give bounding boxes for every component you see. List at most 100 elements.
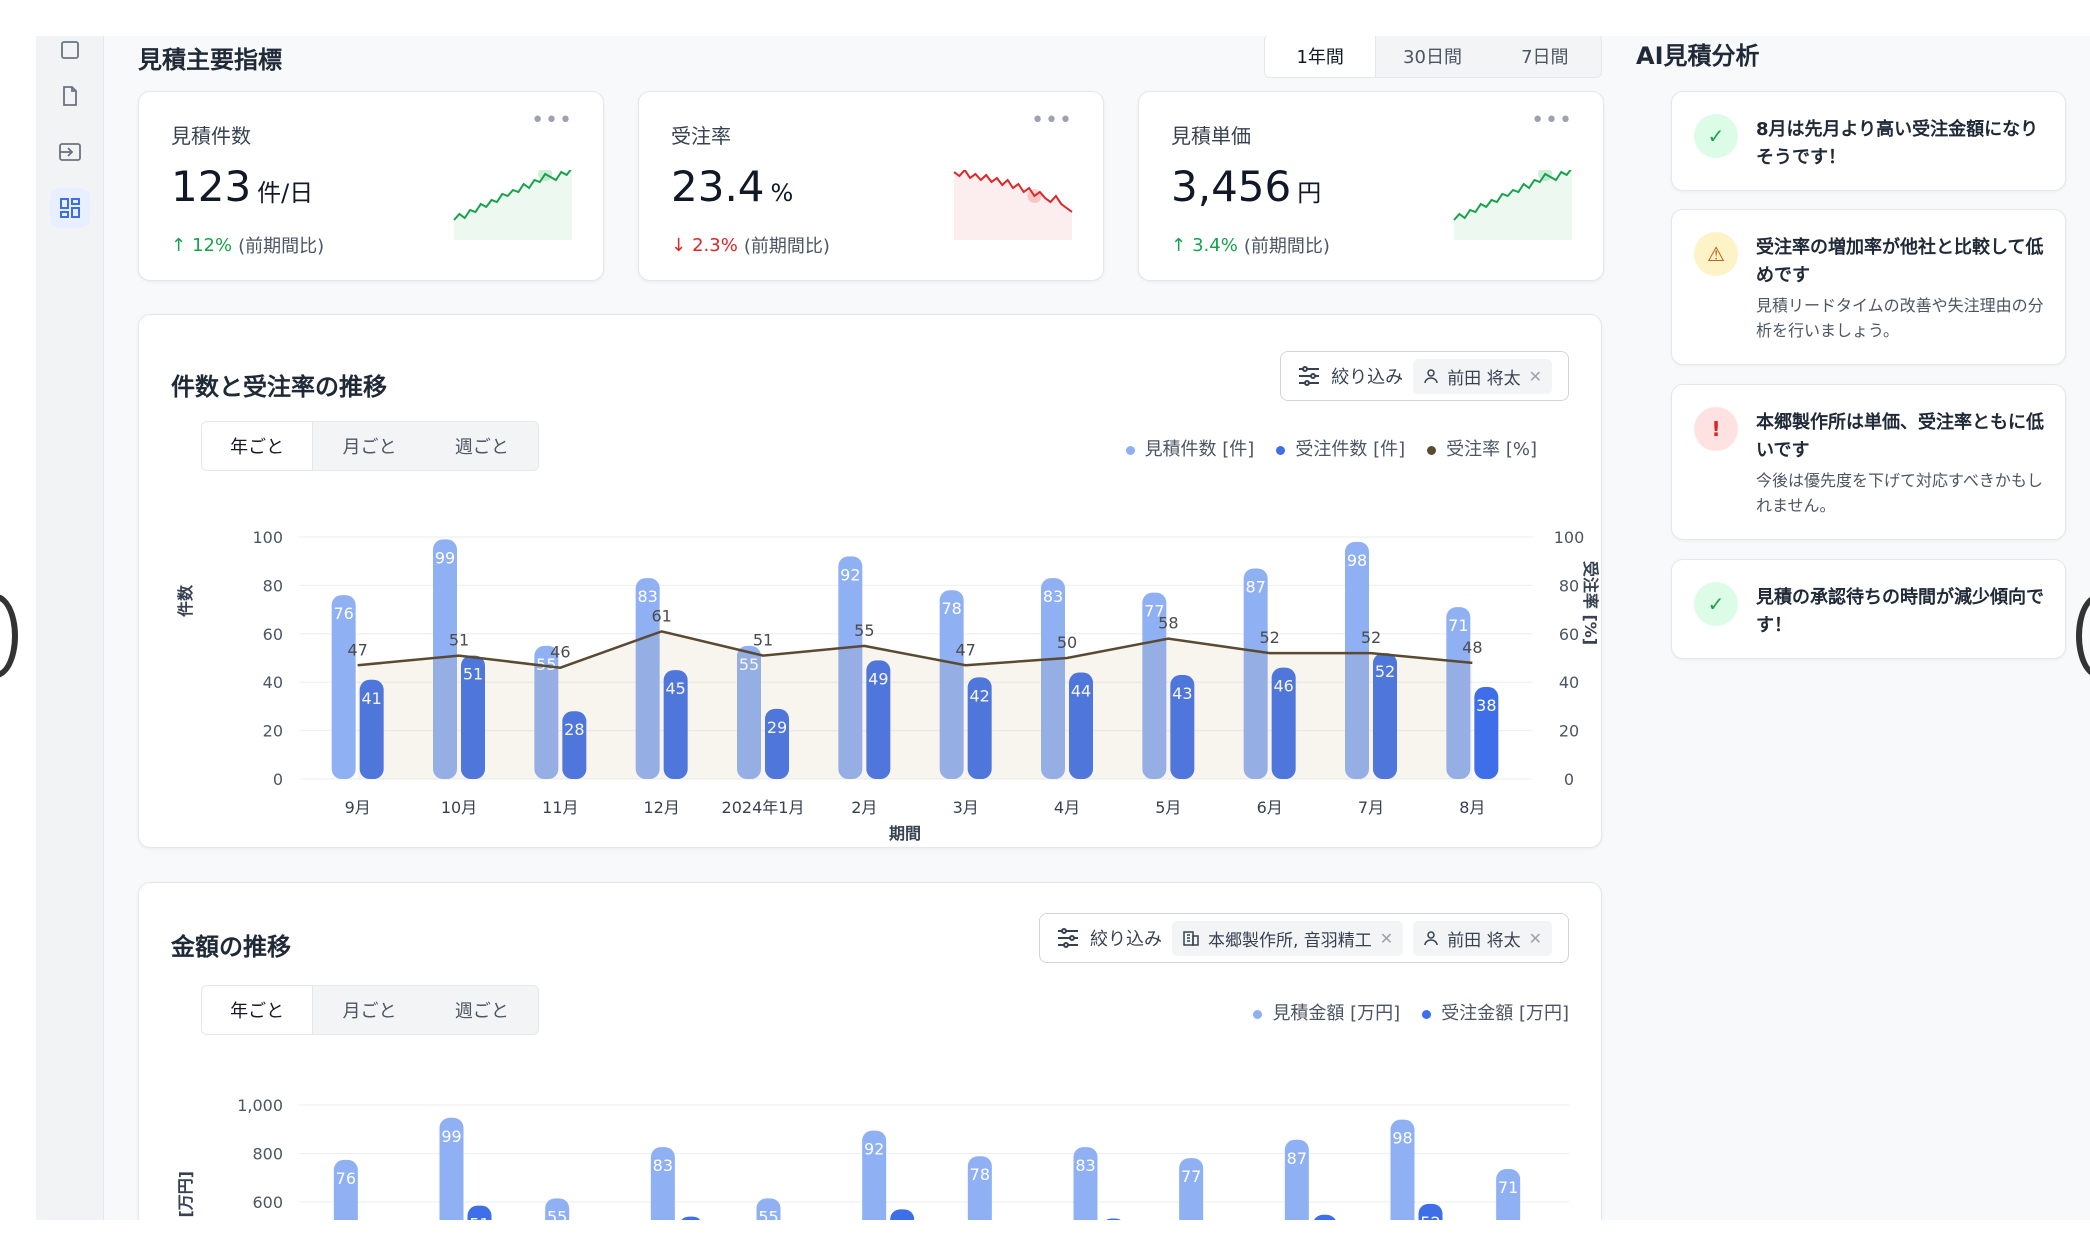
remove-chip-icon[interactable]: ✕ bbox=[1528, 366, 1542, 386]
bar-order bbox=[467, 1205, 492, 1220]
bar-estimate bbox=[545, 1198, 570, 1220]
more-icon[interactable]: ••• bbox=[1531, 108, 1573, 133]
dashboard-app: 見積主要指標 1年間 30日間 7日間 見積件数 ••• 123 件/日 ↑ 12… bbox=[36, 36, 2090, 1220]
bar-order bbox=[681, 1216, 701, 1220]
y2-tick-label: 60 bbox=[1559, 625, 1579, 644]
filter-icon bbox=[1299, 366, 1320, 386]
chart1-filter[interactable]: 絞り込み 前田 将太 ✕ bbox=[1280, 351, 1569, 401]
arrow-up-icon: ↑ bbox=[171, 234, 187, 256]
rate-label: 52 bbox=[1361, 628, 1381, 647]
bar-estimate bbox=[1390, 1119, 1415, 1220]
ai-insight-card[interactable]: ✓ 8月は先月より高い受注金額になりそうです！ bbox=[1671, 91, 2066, 191]
bar-order bbox=[1170, 674, 1195, 779]
bar-estimate bbox=[1073, 1147, 1098, 1220]
tab-monthly[interactable]: 月ごと bbox=[342, 1001, 397, 1022]
bar-estimate bbox=[1284, 1139, 1309, 1220]
filter-chip-company[interactable]: 本郷製作所, 音羽精工 ✕ bbox=[1171, 920, 1404, 956]
rate-label: 47 bbox=[347, 640, 367, 659]
bar-estimate bbox=[439, 1117, 464, 1220]
sparkline bbox=[953, 170, 1073, 240]
rail-item-import[interactable] bbox=[50, 132, 90, 172]
filter-label: 絞り込み bbox=[1089, 929, 1162, 950]
rate-label: 61 bbox=[651, 606, 671, 625]
more-icon[interactable]: ••• bbox=[531, 108, 573, 133]
y-tick-label: 60 bbox=[263, 625, 283, 644]
kpi-delta-note: (前期間比) bbox=[1243, 236, 1330, 257]
filter-label: 絞り込み bbox=[1331, 367, 1404, 388]
y-axis-title: 件数 bbox=[176, 584, 195, 617]
bar-estimate bbox=[862, 1130, 887, 1220]
filter-chip-person[interactable]: 前田 将太 ✕ bbox=[1413, 358, 1552, 394]
bar-order bbox=[866, 660, 891, 779]
bar-order bbox=[359, 679, 384, 779]
tab-weekly[interactable]: 週ごと bbox=[454, 1001, 509, 1022]
bar-label: 83 bbox=[1043, 587, 1063, 606]
bar-label: 41 bbox=[361, 689, 381, 708]
tab-monthly[interactable]: 月ごと bbox=[342, 437, 397, 458]
y2-tick-label: 20 bbox=[1559, 722, 1579, 741]
x-tick-label: 7月 bbox=[1358, 798, 1384, 817]
import-icon bbox=[59, 143, 81, 161]
y2-tick-label: 100 bbox=[1554, 528, 1585, 547]
tab-yearly[interactable]: 年ごと bbox=[202, 986, 314, 1034]
filter-chip-label: 前田 将太 bbox=[1447, 930, 1521, 951]
building-icon bbox=[1183, 931, 1199, 946]
filter-chip-label: 前田 将太 bbox=[1447, 368, 1521, 389]
kpi-unit: % bbox=[770, 179, 794, 207]
ai-insight-card[interactable]: ✓ 見積の承認待ちの時間が減少傾向です！ bbox=[1671, 559, 2066, 659]
y-tick-label: 80 bbox=[263, 576, 283, 595]
rate-label: 51 bbox=[753, 631, 773, 650]
legend-item: 受注件数 [件] bbox=[1276, 435, 1405, 461]
y-tick-label: 600 bbox=[252, 1193, 283, 1212]
rail-item-dashboard[interactable] bbox=[50, 188, 90, 228]
tab-weekly[interactable]: 週ごと bbox=[454, 437, 509, 458]
bar-label: 76 bbox=[336, 1169, 356, 1188]
bar-label: 77 bbox=[1144, 602, 1164, 621]
bar-order bbox=[765, 708, 789, 779]
ai-insight-card[interactable]: ⚠ 受注率の増加率が他社と比較して低めです 見積リードタイムの改善や失注理由の分… bbox=[1671, 209, 2066, 365]
period-7d[interactable]: 7日間 bbox=[1521, 47, 1569, 68]
ai-insight-title: 本郷製作所は単価、受注率ともに低いです bbox=[1756, 412, 2044, 461]
rail-item-documents[interactable] bbox=[50, 76, 90, 116]
y2-axis-title: 受注率 [%] bbox=[1581, 561, 1600, 645]
bar-label: 51 bbox=[469, 1215, 489, 1220]
tab-yearly[interactable]: 年ごと bbox=[202, 422, 314, 470]
bar-label: 83 bbox=[637, 587, 657, 606]
bar-label: 77 bbox=[1181, 1167, 1201, 1186]
rate-label: 48 bbox=[1462, 638, 1482, 657]
person-icon bbox=[1424, 369, 1438, 384]
nav-prev-handle[interactable] bbox=[0, 594, 18, 678]
x-tick-label: 8月 bbox=[1459, 798, 1485, 817]
person-icon bbox=[1424, 931, 1438, 946]
legend-label: 受注金額 [万円] bbox=[1441, 1003, 1569, 1024]
ai-insight-title: 8月は先月より高い受注金額になりそうです！ bbox=[1756, 119, 2039, 168]
bar-estimate bbox=[1345, 541, 1369, 779]
period-30d[interactable]: 30日間 bbox=[1403, 47, 1462, 68]
bar-label: 78 bbox=[941, 599, 961, 618]
rate-label: 47 bbox=[955, 640, 975, 659]
rail-item-top[interactable] bbox=[50, 36, 90, 70]
arrow-up-icon: ↑ bbox=[1171, 234, 1187, 256]
more-icon[interactable]: ••• bbox=[1031, 108, 1073, 133]
kpi-delta: ↑ 3.4% (前期間比) bbox=[1171, 232, 1330, 258]
chart2-filter[interactable]: 絞り込み 本郷製作所, 音羽精工 ✕ 前田 将太 ✕ bbox=[1038, 913, 1569, 963]
period-1y[interactable]: 1年間 bbox=[1265, 36, 1377, 77]
remove-chip-icon[interactable]: ✕ bbox=[1379, 928, 1394, 948]
y-tick-label: 100 bbox=[252, 528, 283, 547]
square-icon bbox=[61, 41, 79, 59]
kpi-number: 123 bbox=[171, 162, 252, 211]
bar-label: 28 bbox=[564, 720, 584, 739]
remove-chip-icon[interactable]: ✕ bbox=[1528, 928, 1542, 948]
bar-label: 83 bbox=[1075, 1156, 1095, 1175]
check-icon: ✓ bbox=[1694, 582, 1738, 626]
ai-insight-detail: 見積リードタイムの改善や失注理由の分析を行いましょう。 bbox=[1756, 296, 2044, 340]
y-tick-label: 20 bbox=[263, 722, 283, 741]
chart1-legend: 見積件数 [件] 受注件数 [件] 受注率 [%] bbox=[1125, 435, 1537, 461]
kpi-number: 3,456 bbox=[1171, 162, 1292, 211]
bar-label: 76 bbox=[333, 604, 353, 623]
filter-chip-person[interactable]: 前田 将太 ✕ bbox=[1413, 920, 1552, 956]
bar-label: 55 bbox=[536, 655, 556, 674]
ai-insight-card[interactable]: ! 本郷製作所は単価、受注率ともに低いです 今後は優先度を下げて対応すべきかもし… bbox=[1671, 384, 2066, 540]
legend-label: 受注率 [%] bbox=[1446, 439, 1537, 460]
